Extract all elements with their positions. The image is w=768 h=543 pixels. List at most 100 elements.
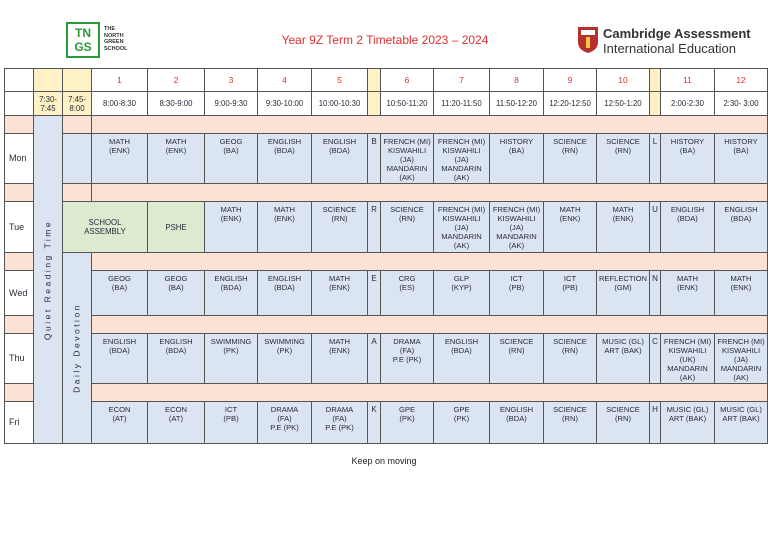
cell-line: MANDARIN — [720, 364, 762, 373]
cell-line: (UK) — [679, 355, 696, 364]
shield-bar — [586, 37, 590, 48]
cell-line: ENGLISH — [214, 274, 248, 283]
cell-line: MANDARIN — [386, 164, 428, 173]
lesson: GPE (PK) — [380, 401, 434, 444]
period-time: 10:00-10:30 — [311, 91, 368, 116]
lesson: ENGLISH (BDA) — [489, 401, 544, 444]
cell-line: (RN) — [398, 214, 416, 223]
cell-line: MUSIC (GL) — [720, 405, 762, 414]
cell-line: (AK) — [453, 241, 470, 250]
cell-line: DRAMA — [393, 337, 421, 346]
cell-line: (RN) — [614, 414, 632, 423]
school-name-line: THE — [104, 26, 115, 32]
period-number: 3 — [204, 68, 258, 92]
lesson: GEOG (BA) — [147, 270, 205, 316]
lesson: DRAMA (FA) P.E (PK) — [311, 401, 368, 444]
cell-line: KISWAHILI — [442, 146, 481, 155]
cell-line: (PB) — [508, 283, 525, 292]
cell-line: KISWAHILI — [497, 214, 536, 223]
cell-line: (AK) — [453, 173, 470, 182]
cell-line: (BA) — [679, 146, 696, 155]
lesson: FRENCH (MI) KISWAHILI (JA) MANDARIN (AK) — [489, 201, 544, 253]
period-number: 11 — [660, 68, 715, 92]
cell-line: MATH — [612, 205, 634, 214]
cell-line: (BA) — [111, 283, 128, 292]
cell-line: (ENK) — [730, 283, 752, 292]
cell-line: GLP — [453, 274, 470, 283]
title: Year 9Z Term 2 Timetable 2023 – 2024 — [281, 33, 489, 47]
cell-line: ENGLISH — [724, 205, 758, 214]
lesson: SWIMMING (PK) — [257, 333, 312, 384]
school-logo: TNGS — [66, 22, 100, 58]
lesson: ENGLISH (BDA) — [91, 333, 148, 384]
cell-line: (FA) — [332, 414, 347, 423]
cell-line: HISTORY — [499, 137, 534, 146]
cell-line: ENGLISH — [102, 337, 137, 346]
lesson: FRENCH (MI) KISWAHILI (UK) MANDARIN (AK) — [660, 333, 715, 384]
cell-line: DRAMA — [270, 405, 299, 414]
day-label: Wed — [4, 270, 34, 316]
cell-line: KISWAHILI — [721, 346, 761, 355]
break-letter: B — [367, 133, 381, 184]
cell-line: (PK) — [399, 414, 415, 423]
spacer — [62, 183, 92, 202]
cell-line: FRENCH (MI) — [663, 337, 712, 346]
lesson: MUSIC (GL) ART (BAK) — [660, 401, 715, 444]
cell-line: KISWAHILI — [668, 346, 707, 355]
cell-line: (ENK) — [612, 214, 634, 223]
cell-line: (ENK) — [329, 283, 350, 292]
lesson: GPE (PK) — [433, 401, 490, 444]
break-letter: R — [367, 201, 381, 253]
cell-line: (ENK) — [274, 214, 295, 223]
lesson: GEOG (BA) — [91, 270, 148, 316]
cell-line: FRENCH (MI) — [437, 205, 486, 214]
cell-line: (BDA) — [506, 414, 527, 423]
period-time: 8:00-8:30 — [91, 91, 148, 116]
cell-line: SCIENCE — [322, 205, 357, 214]
lesson: SCHOOL ASSEMBLY — [62, 201, 148, 253]
cell-line: MANDARIN — [441, 232, 482, 241]
cell-line: MATH — [220, 205, 242, 214]
lesson: ENGLISH (BDA) — [204, 270, 258, 316]
lesson: FRENCH (MI) KISWAHILI (JA) MANDARIN (AK) — [714, 333, 768, 384]
lesson: MUSIC (GL) ART (BAK) — [596, 333, 650, 384]
lesson: SCIENCE (RN) — [543, 401, 597, 444]
cell-line: KISWAHILI — [442, 214, 481, 223]
cell-line: SCIENCE — [606, 405, 640, 414]
board-line: Cambridge Assessment — [603, 26, 751, 41]
cell-line: (JA) — [454, 155, 469, 164]
period-number: 7 — [433, 68, 490, 92]
cell-line: (ENK) — [677, 283, 698, 292]
break-letter: A — [367, 333, 381, 384]
lesson: ENGLISH (BDA) — [433, 333, 490, 384]
early-cell: 7:45-8:00 — [62, 91, 92, 116]
cell-line: MATH — [730, 274, 752, 283]
corner-cell — [4, 91, 34, 116]
cell-line: SCIENCE — [553, 137, 587, 146]
cell-line: (BDA) — [451, 346, 472, 355]
day-label: Thu — [4, 333, 34, 384]
lesson: SWIMMING (PK) — [204, 333, 258, 384]
lesson: GEOG (BA) — [204, 133, 258, 184]
lesson: FRENCH (MI) KISWAHILI (JA) MANDARIN (AK) — [433, 201, 490, 253]
cell-line: (BDA) — [165, 346, 187, 355]
cell-line: P.E (PK) — [325, 423, 354, 432]
cell-line: FRENCH (MI) — [717, 337, 765, 346]
cell-line: (BA) — [508, 146, 525, 155]
cell-line: (JA) — [734, 355, 748, 364]
cell-line: MATH — [559, 205, 581, 214]
cell-line: ART (BAK) — [604, 346, 642, 355]
period-number: 5 — [311, 68, 368, 92]
lesson: MATH (ENK) — [91, 133, 148, 184]
period-number: 8 — [489, 68, 544, 92]
cell-line: SWIMMING — [210, 337, 252, 346]
lesson: MATH (ENK) — [311, 333, 368, 384]
cell-line: (BDA) — [220, 283, 242, 292]
footer: Keep on moving — [351, 456, 417, 466]
lesson: REFLECTION (GM) — [596, 270, 650, 316]
cell-line: (AK) — [679, 373, 696, 382]
school-name: THE NORTH GREEN SCHOOL — [104, 26, 128, 52]
cell-line: ENGLISH — [159, 337, 193, 346]
period-time: 9:00-9:30 — [204, 91, 258, 116]
